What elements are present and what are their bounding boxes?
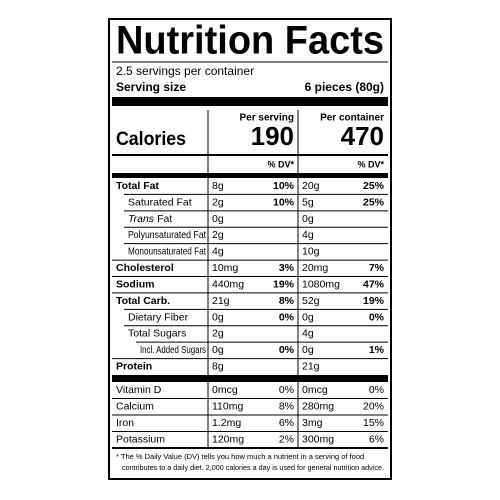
amount: 440mg: [212, 278, 244, 290]
amount: 10g: [302, 246, 320, 258]
dv-heading: % DV*: [267, 159, 294, 169]
footnote: contributes to a daily diet. 2,000 calor…: [122, 463, 384, 472]
daily-value: 25%: [363, 180, 385, 192]
row-label: Trans Fat: [128, 213, 172, 225]
row-label: Iron: [116, 417, 134, 429]
daily-value: 0%: [369, 384, 384, 396]
label-italic: Trans: [128, 213, 155, 225]
daily-value: 6%: [279, 417, 294, 429]
amount: 110mg: [212, 401, 243, 413]
row-label: Calcium: [116, 401, 154, 413]
amount: 0g: [302, 311, 314, 323]
amount: 1080mg: [302, 278, 340, 290]
amount: 0g: [212, 344, 224, 356]
daily-value: 0%: [279, 384, 294, 396]
serving-size-label: Serving size: [116, 80, 186, 94]
daily-value: 47%: [363, 278, 385, 290]
calories-value: 190: [251, 121, 294, 151]
title: Nutrition Facts: [116, 19, 384, 63]
row-label: Total Sugars: [128, 328, 186, 340]
amount: 300mg: [302, 434, 334, 446]
daily-value: 0%: [279, 344, 295, 356]
amount: 21g: [302, 361, 320, 373]
daily-value: 0%: [279, 311, 295, 323]
amount: 4g: [212, 246, 224, 258]
row-label: Cholesterol: [116, 262, 174, 274]
row-label: Total Fat: [116, 180, 159, 192]
row-label: Polyunsaturated Fat: [128, 229, 206, 241]
daily-value: 10%: [273, 196, 295, 208]
amount: 0g: [302, 344, 314, 356]
amount: 280mg: [302, 401, 334, 413]
row-label: Dietary Fiber: [128, 311, 189, 323]
column-heading: Per container: [320, 113, 384, 124]
serving-size: 6 pieces (80g): [305, 80, 384, 94]
amount: 0mcg: [302, 384, 328, 396]
daily-value: 0%: [369, 311, 385, 323]
daily-value: 10%: [273, 180, 295, 192]
amount: 8g: [212, 361, 224, 373]
row-label: Sodium: [116, 278, 155, 290]
row-label: Incl. Added Sugars: [140, 344, 206, 356]
thick-bar: [112, 173, 388, 178]
amount: 4g: [302, 328, 314, 340]
row-label: Potassium: [116, 434, 165, 446]
row-label: Monounsaturated Fat: [128, 246, 206, 258]
row-label: Total Carb.: [116, 295, 170, 307]
amount: 5g: [302, 196, 314, 208]
amount: 0g: [212, 213, 224, 225]
daily-value: 15%: [363, 417, 384, 429]
amount: 20mg: [302, 262, 328, 274]
daily-value: 19%: [363, 295, 385, 307]
amount: 10mg: [212, 262, 238, 274]
column-heading: Per serving: [240, 113, 294, 124]
amount: 21g: [212, 295, 230, 307]
daily-value: 25%: [363, 196, 385, 208]
amount: 4g: [302, 229, 314, 241]
daily-value: 1%: [369, 344, 385, 356]
amount: 1.2mg: [212, 417, 241, 429]
daily-value: 8%: [279, 295, 295, 307]
amount: 3mg: [302, 417, 323, 429]
row-label: Vitamin D: [116, 384, 162, 396]
amount: 52g: [302, 295, 320, 307]
daily-value: 19%: [273, 278, 295, 290]
daily-value: 3%: [279, 262, 295, 274]
amount: 0g: [302, 213, 314, 225]
daily-value: 2%: [279, 434, 294, 446]
thick-bar: [112, 375, 388, 382]
amount: 2g: [212, 229, 224, 241]
label-text: Fat: [157, 213, 172, 225]
calories-label: Calories: [116, 129, 186, 150]
amount: 0mcg: [212, 384, 238, 396]
dv-heading: % DV*: [357, 159, 384, 169]
calories-value: 470: [341, 121, 384, 151]
amount: 2g: [212, 328, 224, 340]
daily-value: 7%: [369, 262, 385, 274]
label-border: [108, 18, 392, 480]
daily-value: 8%: [279, 401, 294, 413]
footnote: * The % Daily Value (DV) tells you how m…: [116, 452, 364, 461]
row-label: Protein: [116, 361, 152, 373]
amount: 20g: [302, 180, 320, 192]
amount: 8g: [212, 180, 224, 192]
amount: 2g: [212, 196, 224, 208]
thick-bar: [112, 97, 388, 106]
amount: 120mg: [212, 434, 244, 446]
amount: 0g: [212, 311, 224, 323]
row-label: Saturated Fat: [128, 196, 192, 208]
daily-value: 6%: [369, 434, 384, 446]
daily-value: 20%: [363, 401, 384, 413]
servings: 2.5 servings per container: [116, 64, 254, 78]
